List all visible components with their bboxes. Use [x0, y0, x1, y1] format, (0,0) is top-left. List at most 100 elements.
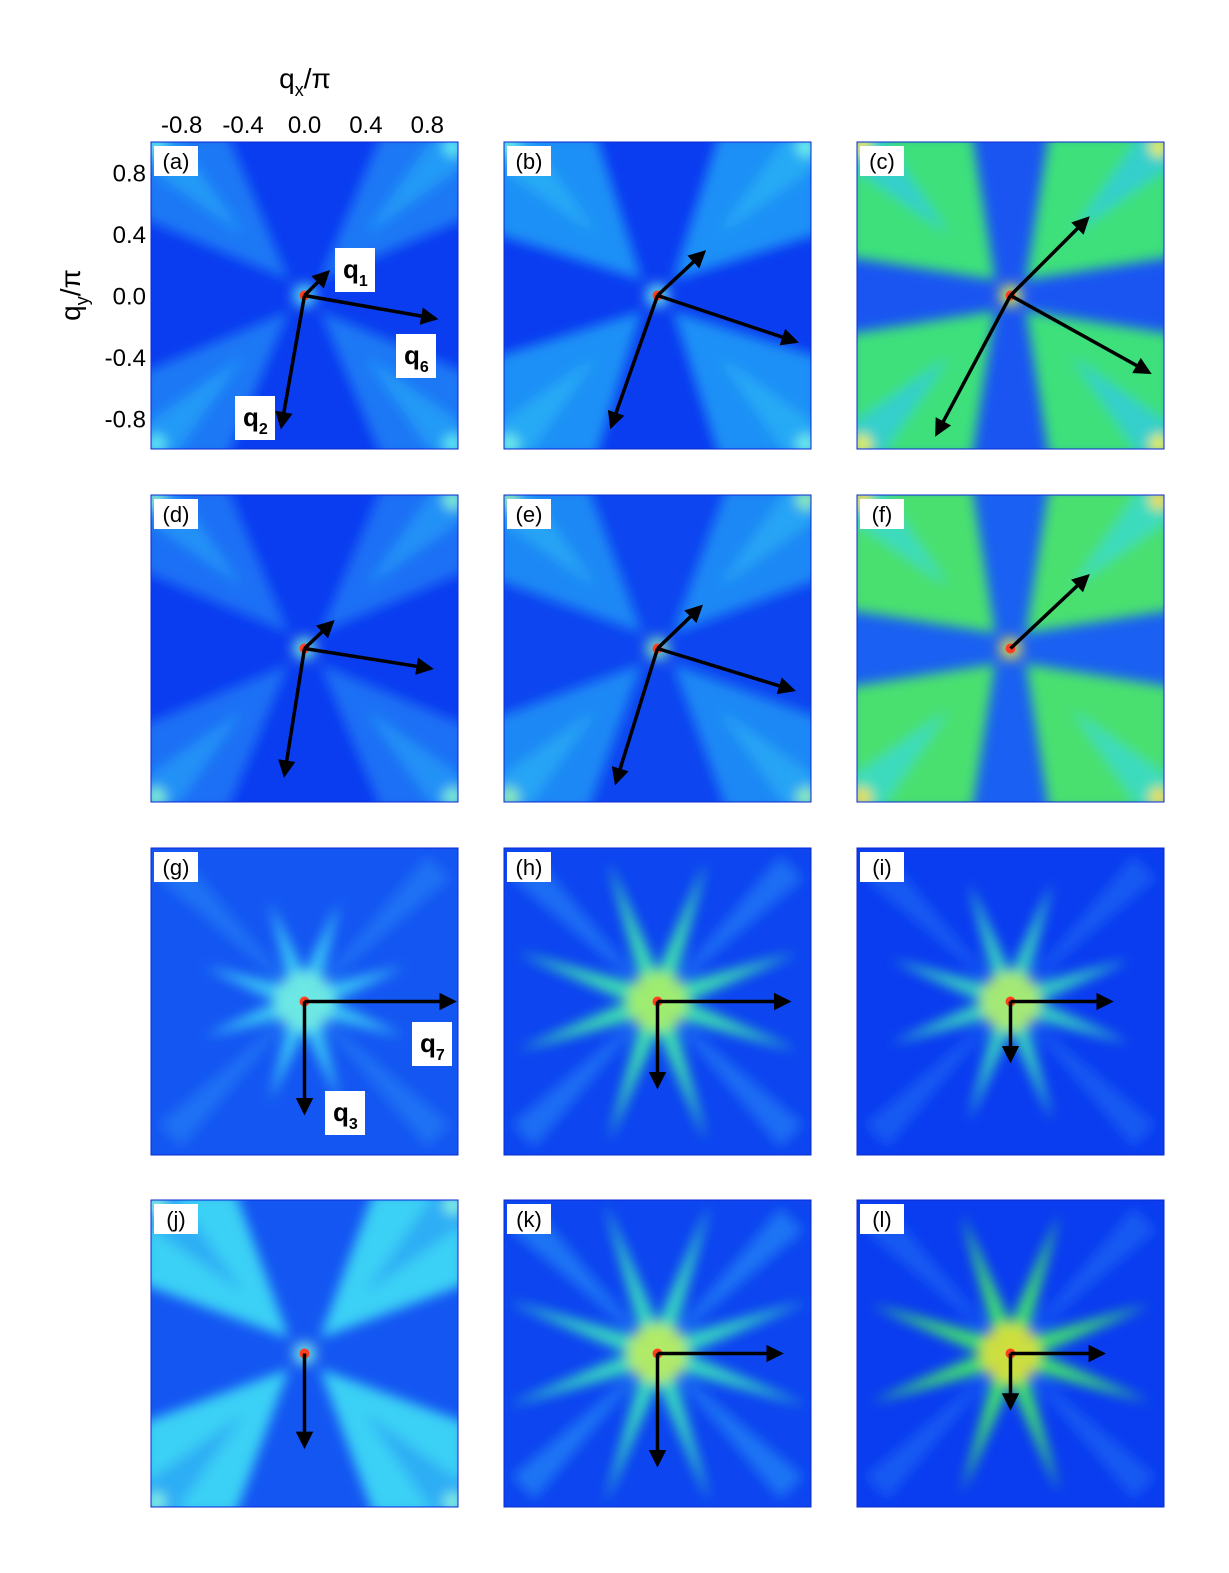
wedge-core [718, 142, 811, 235]
panel-label-box [154, 146, 198, 176]
wedge-core [365, 1200, 458, 1293]
panel-label: (l) [872, 1207, 892, 1232]
hotspot [443, 434, 458, 449]
y-label-base: q [55, 305, 86, 321]
x-label-rest: /π [304, 63, 331, 94]
heatmap-features [864, 1207, 1157, 1500]
hotspot [504, 434, 519, 449]
heatmap [504, 495, 811, 802]
panel-label: (g) [163, 855, 190, 880]
arm-diag [511, 1353, 658, 1500]
panel-label: (i) [872, 855, 892, 880]
heatmap [504, 1200, 811, 1507]
wedge-core [718, 356, 811, 449]
panel-frame [503, 847, 812, 1156]
arm-diag [304, 855, 451, 1002]
arm-diag [864, 1353, 1011, 1500]
vector-label-box [412, 1022, 452, 1066]
wedge-core [1071, 356, 1164, 449]
x-tick-label: 0.0 [288, 112, 321, 139]
vector-label-base: q [420, 1028, 436, 1058]
arm-diag [864, 1207, 1011, 1354]
heatmap-features [158, 855, 451, 1148]
panel-label: (c) [869, 149, 895, 174]
wedge-core [1071, 142, 1164, 235]
panel-label-box [507, 852, 551, 882]
vector-label: q2 [243, 402, 268, 438]
wedge-core [1071, 495, 1164, 588]
vector-label-base: q [343, 254, 359, 284]
wedge-core [365, 709, 458, 802]
arm-diag [1010, 1001, 1157, 1148]
hotspot [1149, 142, 1164, 157]
wedge-core [365, 1414, 458, 1507]
hotspot [1149, 434, 1164, 449]
vector-label-base: q [333, 1097, 349, 1127]
heatmap-features [857, 142, 1164, 449]
hotspot [857, 787, 872, 802]
arm-diag [657, 855, 804, 1002]
vector-label-box [235, 396, 275, 440]
heatmap [857, 848, 1164, 1155]
vector-arrow [1009, 573, 1090, 650]
arm-diag [1010, 855, 1157, 1002]
arm-diag [657, 1001, 804, 1148]
panel-label-box [154, 852, 198, 882]
vector-arrow [303, 270, 330, 297]
vector-arrow [656, 604, 703, 650]
wedge-core [504, 356, 597, 449]
hotspot [151, 787, 166, 802]
vector-arrow [1009, 293, 1152, 374]
hotspot [443, 1492, 458, 1507]
panel-frame [503, 1199, 812, 1508]
heatmap [857, 495, 1164, 802]
arm-diag [1010, 1207, 1157, 1354]
arm [507, 1344, 667, 1406]
arm-diag [657, 1207, 804, 1354]
arm-diag [864, 1001, 1011, 1148]
arm [648, 1203, 710, 1363]
y-tick-label: 0.0 [113, 284, 146, 311]
x-label-sub: x [295, 80, 304, 100]
panel-frame [150, 1199, 459, 1508]
x-tick-label: 0.4 [349, 112, 382, 139]
wedge-core [718, 495, 811, 588]
vector-label-sub: 7 [436, 1047, 445, 1064]
hotspot [796, 787, 811, 802]
wedge-core [365, 495, 458, 588]
arm [648, 1344, 710, 1504]
arm-diag [158, 1001, 305, 1148]
heatmap-features [151, 142, 458, 449]
arm [648, 1301, 808, 1363]
vector-arrow [1009, 216, 1090, 297]
heatmap [857, 142, 1164, 449]
arm-diag [657, 1353, 804, 1500]
vector-arrow [656, 250, 707, 297]
panel-label: (k) [516, 1207, 542, 1232]
vector-label: q6 [404, 340, 429, 376]
x-label-base: q [279, 63, 295, 94]
heatmap-features [857, 495, 1164, 802]
wedge-core [365, 356, 458, 449]
heatmap-features [507, 1203, 808, 1504]
arm-diag [511, 1001, 658, 1148]
panel-label: (a) [163, 149, 190, 174]
wedge-core [151, 709, 244, 802]
panel-label-box [507, 1204, 551, 1234]
hotspot [504, 787, 519, 802]
panel-frame [150, 494, 459, 803]
panel-label-box [154, 1204, 198, 1234]
arm [507, 1301, 667, 1363]
hotspot [443, 142, 458, 157]
arm-diag [864, 855, 1011, 1002]
x-axis-label: qx/π [279, 63, 331, 100]
arm-diag [511, 1207, 658, 1354]
arm-diag [1010, 1353, 1157, 1500]
heatmap [151, 142, 458, 449]
panel-frame [856, 494, 1165, 803]
vector-label: q7 [420, 1028, 445, 1064]
arm [605, 1203, 667, 1363]
panel-label-box [860, 499, 904, 529]
x-tick-label: -0.4 [222, 112, 263, 139]
vector-label: q3 [333, 1097, 358, 1133]
